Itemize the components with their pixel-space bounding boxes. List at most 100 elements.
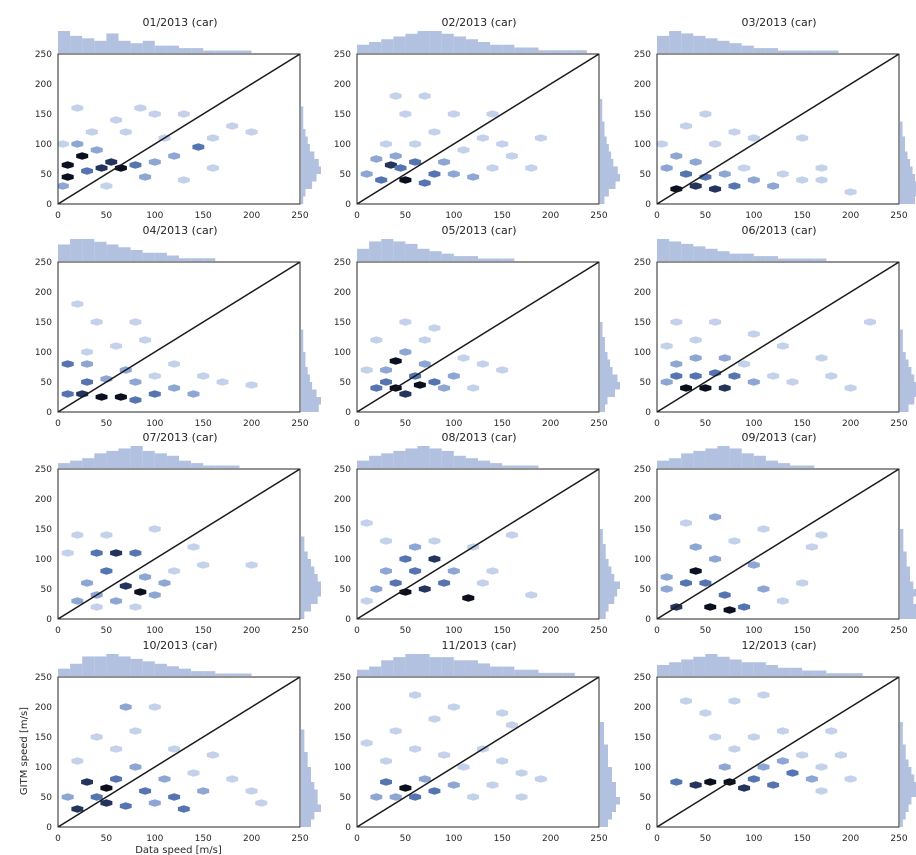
x-tick-label: 250 xyxy=(291,834,308,844)
x-marginal-bar xyxy=(814,258,827,261)
y-marginal-bar xyxy=(900,782,916,790)
x-tick-label: 200 xyxy=(842,211,859,221)
x-marginal-bar xyxy=(179,258,192,261)
y-marginal-bar xyxy=(301,752,308,760)
x-tick-label: 100 xyxy=(745,211,762,221)
hexbin xyxy=(680,519,692,527)
hexbin xyxy=(747,561,760,569)
y-marginal-bar xyxy=(600,344,605,352)
hexbin xyxy=(844,188,857,196)
x-marginal-bar xyxy=(465,458,478,468)
x-tick-label: 250 xyxy=(590,626,607,636)
hexbin xyxy=(689,158,702,166)
y-tick-label: 150 xyxy=(634,525,651,535)
hexbin xyxy=(409,543,422,551)
y-marginal-bar xyxy=(301,551,308,559)
x-marginal-bar xyxy=(130,446,143,468)
x-marginal-bar xyxy=(393,241,406,261)
y-marginal-bar xyxy=(301,337,304,345)
identity-line xyxy=(57,53,301,205)
y-marginal-bar xyxy=(301,544,305,552)
x-tick-label: 100 xyxy=(146,211,163,221)
x-marginal-bar xyxy=(490,463,503,468)
y-marginal-bar xyxy=(900,382,916,390)
hexbin xyxy=(805,775,818,783)
plot-frame xyxy=(57,53,301,205)
hexbin xyxy=(370,585,383,593)
hexbin xyxy=(255,799,268,807)
x-marginal-bar xyxy=(814,50,827,53)
hexbin xyxy=(110,116,123,124)
y-tick-label: 250 xyxy=(334,465,351,475)
y-marginal-bar xyxy=(600,144,609,152)
hexbin xyxy=(58,140,69,148)
hexbin xyxy=(738,360,751,368)
hexbin xyxy=(418,585,431,593)
x-marginal-bar xyxy=(778,258,791,261)
hexbin xyxy=(496,757,509,765)
x-marginal-bar xyxy=(826,673,839,676)
y-tick-label: 0 xyxy=(345,408,351,418)
hexbin xyxy=(100,784,113,792)
hexbin xyxy=(129,727,142,735)
hexbin xyxy=(399,348,412,356)
y-tick-label: 100 xyxy=(334,348,351,358)
y-tick-label: 50 xyxy=(340,793,352,803)
hexbin xyxy=(660,585,673,593)
hexbin xyxy=(360,739,373,747)
hexbin xyxy=(505,721,518,729)
y-tick-label: 200 xyxy=(634,288,651,298)
x-marginal-bar xyxy=(526,465,539,468)
x-marginal-bar xyxy=(441,253,454,261)
y-marginal-bar xyxy=(900,544,904,552)
y-marginal-bar xyxy=(600,611,606,619)
hexbin xyxy=(834,751,847,759)
x-marginal-bar xyxy=(142,252,155,261)
y-marginal-bar xyxy=(900,759,909,767)
y-marginal-bar xyxy=(900,789,916,797)
plot-frame xyxy=(656,261,900,413)
hexbin-group xyxy=(360,519,538,605)
y-marginal-bar xyxy=(600,151,612,159)
hexbin xyxy=(177,805,190,813)
panel-title: 07/2013 (car) xyxy=(142,431,217,444)
panel-title: 09/2013 (car) xyxy=(741,431,816,444)
hexbin xyxy=(689,781,702,789)
hexbin xyxy=(728,128,741,136)
x-marginal-bar xyxy=(502,44,515,53)
y-tick-label: 0 xyxy=(645,200,651,210)
y-marginal-bar xyxy=(600,337,605,345)
hexbin xyxy=(776,342,789,350)
x-tick-label: 0 xyxy=(354,419,360,429)
hexbin xyxy=(428,324,441,332)
x-marginal-bar xyxy=(441,450,454,468)
x-marginal-bar xyxy=(227,50,240,53)
x-marginal-bar xyxy=(502,666,515,676)
y-marginal-bar xyxy=(600,106,603,114)
x-tick-label: 200 xyxy=(542,834,559,844)
y-marginal-bar xyxy=(301,559,311,567)
y-marginal-bar xyxy=(900,151,908,159)
plot-frame xyxy=(57,676,301,828)
hexbin xyxy=(139,787,152,795)
hexbin xyxy=(360,170,373,178)
hexbin xyxy=(380,778,392,786)
hexbin xyxy=(389,152,402,160)
hexbin xyxy=(187,769,200,777)
hexbin xyxy=(71,104,84,112)
hexbin xyxy=(177,176,190,184)
identity-line xyxy=(656,261,900,413)
x-marginal-bar xyxy=(191,671,204,676)
hexbin xyxy=(245,787,258,795)
y-marginal-bar xyxy=(301,136,308,144)
x-marginal-bar xyxy=(429,448,442,468)
hexbin xyxy=(476,579,489,587)
hexbin xyxy=(467,173,480,181)
x-marginal-bar xyxy=(381,660,394,676)
x-marginal-bar xyxy=(717,40,730,53)
hexbin xyxy=(418,360,431,368)
x-marginal-bar xyxy=(657,35,670,53)
plot-frame xyxy=(57,468,301,620)
x-marginal-bar xyxy=(478,42,491,53)
hexbin xyxy=(438,579,451,587)
